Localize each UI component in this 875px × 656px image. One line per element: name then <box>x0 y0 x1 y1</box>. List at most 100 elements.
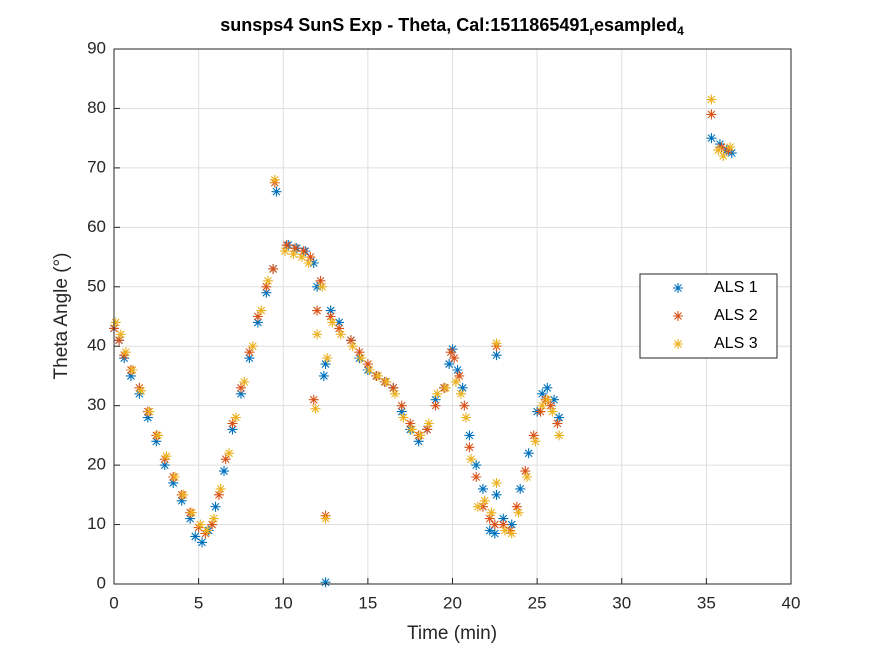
data-point <box>554 412 565 423</box>
data-point <box>549 394 560 405</box>
data-point <box>334 317 345 328</box>
data-point <box>269 174 280 185</box>
data-point <box>396 400 407 411</box>
data-point <box>296 252 307 263</box>
data-point <box>247 341 258 352</box>
data-point <box>535 406 546 417</box>
data-point <box>315 275 326 286</box>
data-point <box>454 370 465 381</box>
y-tick-label: 90 <box>87 38 106 57</box>
data-point <box>486 507 497 518</box>
data-point <box>398 412 409 423</box>
legend-marker <box>673 311 683 321</box>
data-point <box>252 317 263 328</box>
data-point <box>422 424 433 435</box>
data-point <box>464 442 475 453</box>
data-point <box>335 329 346 340</box>
data-point <box>161 451 172 462</box>
data-point <box>320 513 331 524</box>
data-point <box>200 528 211 539</box>
legend-marker <box>673 339 683 349</box>
x-tick-label: 10 <box>274 593 293 612</box>
x-tick-label: 25 <box>528 593 547 612</box>
data-point <box>461 412 472 423</box>
data-point <box>521 472 532 482</box>
y-tick-label: 50 <box>87 276 106 295</box>
data-point <box>176 495 187 506</box>
data-point <box>197 537 208 548</box>
data-point <box>159 460 170 471</box>
data-point <box>455 388 466 399</box>
data-point <box>491 477 502 488</box>
x-tick-label: 30 <box>612 593 631 612</box>
data-point <box>308 394 319 405</box>
data-point <box>202 525 213 536</box>
data-point <box>388 382 399 393</box>
data-point <box>537 400 548 411</box>
data-point <box>298 246 309 257</box>
data-point <box>466 454 477 465</box>
data-point <box>136 385 147 396</box>
data-point <box>235 382 246 393</box>
data-point <box>244 353 255 364</box>
x-axis-label: Time (min) <box>407 623 497 644</box>
y-axis-label: Theta Angle (°) <box>51 253 72 380</box>
data-point <box>305 252 316 263</box>
data-point <box>261 287 272 298</box>
data-point <box>413 436 424 447</box>
data-point <box>506 528 517 539</box>
data-point <box>489 519 500 530</box>
data-point <box>714 139 725 150</box>
x-tick-label: 20 <box>443 593 462 612</box>
y-tick-label: 60 <box>87 217 106 236</box>
data-point <box>310 403 321 414</box>
data-point <box>220 454 231 465</box>
data-point <box>144 406 155 417</box>
data-point <box>195 519 206 530</box>
data-point <box>169 472 180 482</box>
data-point <box>317 281 328 292</box>
data-point <box>498 513 509 524</box>
data-point <box>134 388 145 399</box>
data-point <box>322 353 333 364</box>
data-point <box>159 454 170 465</box>
data-point <box>303 258 314 268</box>
data-point <box>168 477 179 488</box>
data-point <box>190 531 201 542</box>
data-point <box>271 186 282 197</box>
data-point <box>312 305 323 316</box>
data-point <box>235 388 246 399</box>
legend-label: ALS 2 <box>714 307 758 324</box>
data-point <box>484 513 495 524</box>
data-point <box>725 142 736 153</box>
data-point <box>207 519 218 530</box>
data-point <box>471 472 482 482</box>
data-point <box>320 577 331 588</box>
x-tick-label: 5 <box>194 593 203 612</box>
data-point <box>471 460 482 471</box>
data-point <box>244 347 255 358</box>
data-point <box>447 344 458 355</box>
data-point <box>491 489 502 500</box>
x-tick-label: 15 <box>358 593 377 612</box>
data-point <box>505 525 516 536</box>
data-point <box>718 151 729 161</box>
data-point <box>356 353 367 364</box>
data-point <box>445 347 456 358</box>
data-point <box>406 424 417 435</box>
data-point <box>224 448 235 459</box>
data-point <box>281 240 292 251</box>
data-point <box>230 412 241 423</box>
legend-box <box>639 273 778 359</box>
data-point <box>219 466 230 477</box>
data-point <box>256 305 267 316</box>
data-point <box>327 317 338 328</box>
data-point <box>345 335 356 346</box>
data-point <box>125 370 136 381</box>
title-part: r <box>589 24 594 38</box>
data-point <box>134 382 145 393</box>
y-tick-label: 20 <box>87 455 106 474</box>
legend-label: ALS 3 <box>714 335 758 352</box>
data-point <box>185 513 196 524</box>
y-tick-label: 40 <box>87 336 106 355</box>
